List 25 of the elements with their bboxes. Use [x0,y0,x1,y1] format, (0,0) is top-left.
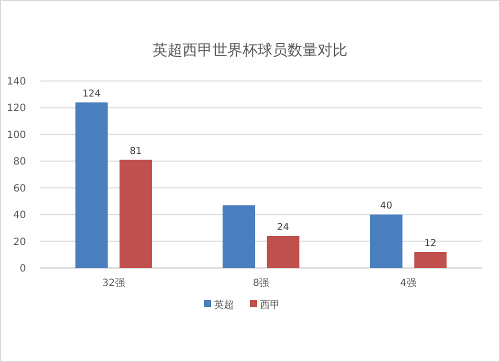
y-tick-label: 40 [13,210,26,222]
data-label: 24 [277,222,290,233]
y-tick-label: 100 [6,130,26,141]
chart-title: 英超西甲世界杯球员数量对比 [152,41,348,59]
y-tick-label: 20 [13,236,26,248]
data-label: 12 [424,238,436,249]
bar [266,236,300,268]
y-tick-label: 60 [13,183,26,194]
bar [222,205,256,268]
y-tick-label: 0 [20,264,26,274]
data-label: 40 [380,200,392,212]
data-label: 81 [130,146,142,157]
y-tick-label: 120 [6,103,26,114]
x-tick-label: 8强 [252,278,270,289]
bar [120,160,152,268]
data-label: 124 [82,88,101,100]
y-tick-label: 80 [13,156,26,168]
legend-label: 英超 [214,299,234,311]
legend-label: 西甲 [260,300,280,311]
y-tick-label: 140 [6,76,26,88]
x-tick-label: 4强 [400,278,417,289]
bar [75,102,108,268]
x-tick-label: 32强 [102,278,126,289]
bar [370,214,402,268]
bar [414,252,447,268]
